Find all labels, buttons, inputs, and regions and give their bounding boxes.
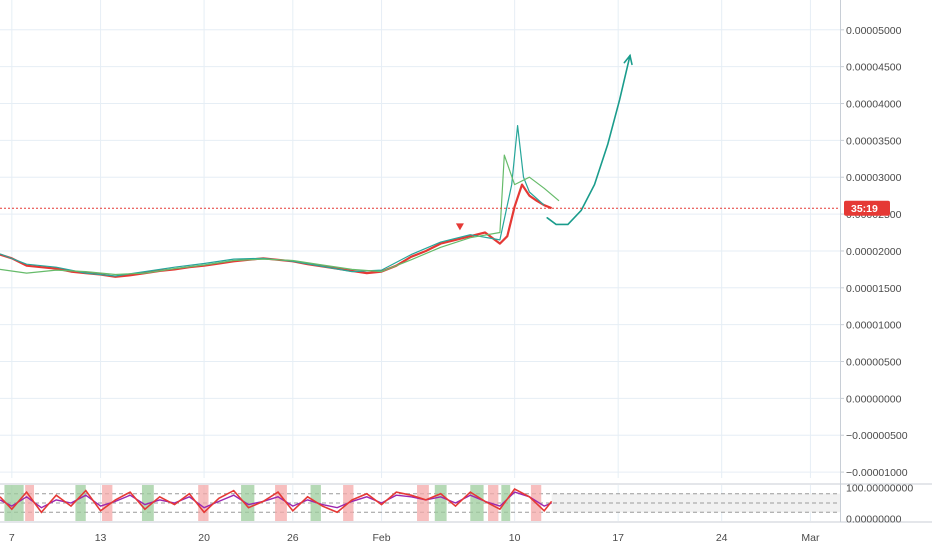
time-tick-label-1: 13 bbox=[95, 532, 107, 544]
time-tick-label-6: 17 bbox=[612, 532, 624, 544]
osc-span-green-5 bbox=[434, 485, 447, 521]
price-series-line-1 bbox=[0, 125, 545, 277]
price-tick-label-9: 0.00000500 bbox=[846, 357, 902, 369]
countdown-badge-bg bbox=[844, 200, 890, 216]
price-tick-label-8: 0.00001000 bbox=[846, 320, 902, 332]
time-tick-label-5: 10 bbox=[509, 532, 521, 544]
time-tick-label-2: 20 bbox=[198, 532, 210, 544]
time-tick-label-0: 7 bbox=[9, 532, 15, 544]
osc-span-red-1 bbox=[102, 485, 113, 521]
osc-span-red-5 bbox=[417, 485, 429, 521]
time-tick-label-4: Feb bbox=[373, 532, 391, 544]
time-tick-label-7: 24 bbox=[716, 532, 728, 544]
price-series-line-0 bbox=[0, 183, 553, 278]
price-series bbox=[0, 125, 560, 278]
price-tick-label-2: 0.00004000 bbox=[846, 99, 902, 111]
price-tick-label-1: 0.00004500 bbox=[846, 62, 902, 74]
osc-k-line bbox=[0, 487, 553, 514]
countdown-label: 35:19 bbox=[851, 203, 878, 215]
price-series-line-2 bbox=[0, 154, 560, 276]
osc-span-green-7 bbox=[501, 485, 511, 521]
projection-arrow-path[interactable] bbox=[546, 54, 631, 226]
time-axis[interactable]: 7 13 20 26 Feb 10 17 24 Mar bbox=[9, 532, 820, 544]
price-tick-label-10: 0.00000000 bbox=[846, 393, 902, 405]
osc-tick-label-1: 0.00000000 bbox=[846, 514, 902, 526]
osc-span-green-1 bbox=[75, 485, 86, 521]
oscillator-axis: 100.00000000 0.00000000 bbox=[846, 482, 913, 525]
oscillator-lines bbox=[0, 487, 553, 514]
osc-span-red-2 bbox=[198, 485, 209, 521]
osc-tick-label-0: 100.00000000 bbox=[846, 482, 913, 494]
price-tick-label-11: −0.00000500 bbox=[846, 430, 908, 442]
osc-span-red-6 bbox=[488, 485, 499, 521]
sell-marker-icon bbox=[455, 223, 464, 231]
drawing-annotations[interactable] bbox=[455, 53, 633, 231]
price-tick-label-6: 0.00002000 bbox=[846, 246, 902, 258]
price-tick-label-12: −0.00001000 bbox=[846, 467, 908, 479]
price-tick-label-3: 0.00003500 bbox=[846, 135, 902, 147]
osc-span-red-0 bbox=[25, 485, 35, 521]
countdown-badge: 35:19 bbox=[844, 200, 890, 216]
projection-arrow-head[interactable] bbox=[623, 53, 633, 66]
osc-span-green-0 bbox=[4, 485, 24, 521]
osc-span-green-3 bbox=[241, 485, 255, 521]
time-tick-label-3: 26 bbox=[287, 532, 299, 544]
price-grid bbox=[0, 0, 932, 523]
price-tick-label-7: 0.00001500 bbox=[846, 283, 902, 295]
price-tick-label-4: 0.00003000 bbox=[846, 172, 902, 184]
time-tick-label-8: Mar bbox=[801, 532, 820, 544]
price-axis[interactable]: 0.00005000 0.00004500 0.00004000 0.00003500… bbox=[840, 25, 908, 479]
price-tick-label-0: 0.00005000 bbox=[846, 25, 902, 37]
osc-span-red-3 bbox=[275, 485, 287, 521]
osc-span-green-6 bbox=[470, 485, 484, 521]
